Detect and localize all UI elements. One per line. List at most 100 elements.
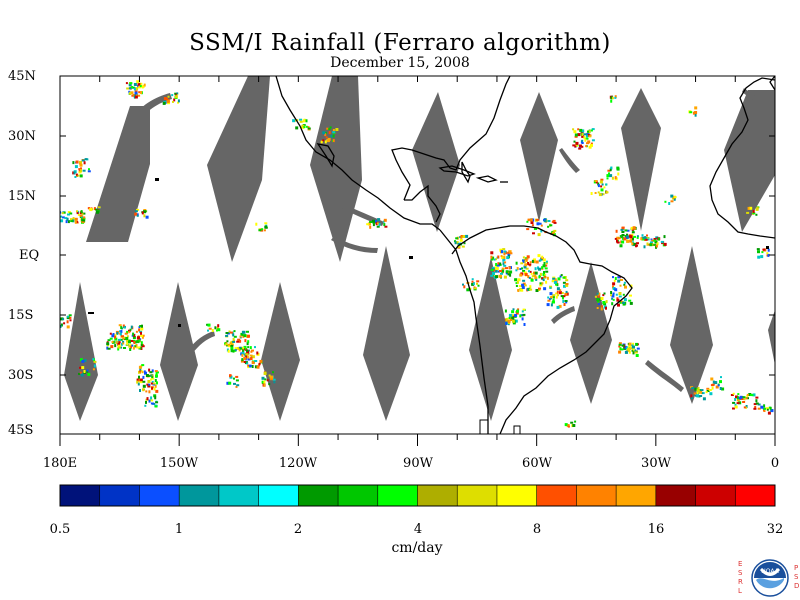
- rain-pixel: [239, 339, 242, 343]
- rain-pixel: [587, 130, 589, 133]
- rain-pixel: [235, 375, 239, 378]
- rain-pixel: [136, 340, 140, 344]
- rain-pixel: [139, 367, 142, 371]
- rain-pixel: [589, 134, 592, 137]
- rain-pixel: [138, 339, 141, 342]
- rain-pixel: [155, 401, 159, 404]
- rain-pixel: [511, 310, 515, 314]
- rain-pixel: [631, 242, 634, 246]
- lat-label-45n: 45N: [8, 69, 36, 84]
- no-data-swath: [64, 282, 98, 421]
- rain-pixel: [617, 303, 620, 307]
- rain-pixel: [89, 208, 93, 212]
- rain-pixel: [563, 295, 566, 298]
- rain-pixel: [597, 184, 600, 188]
- rain-pixel: [531, 259, 534, 263]
- rain-pixel: [618, 350, 622, 354]
- rain-pixel: [552, 219, 556, 222]
- rain-pixel: [117, 342, 121, 346]
- rain-pixel: [620, 228, 624, 231]
- rain-pixel: [515, 282, 518, 285]
- rain-pixel: [519, 268, 522, 270]
- rain-pixel: [374, 219, 377, 223]
- rain-pixel: [585, 137, 589, 140]
- rain-pixel: [542, 279, 545, 282]
- lon-label-180e: 180E: [42, 456, 78, 471]
- rain-pixel: [607, 169, 611, 172]
- rain-pixel: [138, 328, 141, 332]
- rain-pixel: [241, 353, 244, 357]
- rain-pixel: [84, 158, 88, 161]
- rain-pixel: [664, 200, 667, 203]
- lon-ticks: [59, 76, 776, 446]
- rain-pixel: [326, 127, 329, 130]
- rain-pixel: [524, 273, 528, 276]
- lon-label-30w: 30W: [641, 456, 671, 471]
- rain-pixel: [171, 94, 174, 97]
- rain-pixel: [518, 285, 522, 288]
- rain-pixel: [621, 236, 624, 240]
- rain-pixel: [270, 378, 273, 381]
- rain-pixel: [671, 197, 674, 200]
- rain-pixel: [694, 387, 697, 391]
- rain-pixel: [755, 213, 758, 216]
- rain-pixel: [623, 298, 627, 302]
- rain-pixel: [126, 330, 129, 334]
- rain-pixel: [128, 339, 131, 343]
- rain-pixel: [633, 235, 636, 238]
- rain-pixel: [378, 223, 381, 226]
- no-data-swath: [207, 76, 270, 262]
- rain-pixel: [538, 275, 541, 279]
- rain-pixel: [520, 262, 524, 265]
- rain-pixel: [618, 342, 622, 345]
- rain-pixel: [234, 347, 238, 350]
- rain-pixel: [327, 137, 331, 141]
- rain-pixel: [619, 284, 622, 287]
- rain-pixel: [241, 330, 244, 334]
- rain-pixel: [670, 194, 674, 198]
- rain-pixel: [600, 305, 603, 308]
- rain-pixel: [626, 229, 630, 232]
- rain-pixel: [594, 295, 597, 298]
- rain-pixel: [124, 332, 128, 335]
- rain-pixel: [154, 405, 158, 408]
- rain-pixel: [632, 351, 635, 355]
- rain-pixel: [523, 265, 527, 269]
- rain-pixel: [225, 334, 229, 337]
- rain-pixel: [610, 294, 613, 297]
- rain-pixel: [140, 344, 143, 347]
- logo-letter: P: [794, 564, 799, 572]
- rain-pixel: [508, 266, 511, 270]
- rain-pixel: [739, 395, 743, 399]
- rain-pixel: [588, 145, 592, 149]
- rain-pixel: [544, 264, 548, 267]
- rain-pixel: [230, 340, 234, 344]
- rain-pixel: [325, 136, 328, 139]
- rain-pixel: [565, 283, 569, 285]
- rain-pixel: [80, 210, 83, 214]
- rain-pixel: [139, 389, 141, 392]
- rain-pixel: [143, 210, 146, 214]
- no-data-swath: [520, 92, 558, 222]
- rain-pixel: [230, 344, 234, 347]
- rain-pixel: [610, 96, 613, 100]
- rain-pixel: [129, 348, 132, 351]
- rain-pixel: [573, 140, 576, 143]
- rain-pixel: [573, 130, 577, 134]
- rain-pixel: [501, 256, 505, 259]
- rain-pixel: [139, 325, 143, 327]
- rain-pixel: [74, 217, 78, 221]
- rain-pixel: [560, 295, 564, 298]
- rain-pixel: [138, 346, 141, 349]
- rain-pixel: [233, 330, 236, 333]
- rain-pixel: [650, 238, 653, 241]
- rain-pixel: [583, 136, 586, 140]
- rain-pixel: [504, 261, 507, 264]
- rain-pixel: [369, 221, 373, 223]
- rain-pixel: [601, 183, 604, 186]
- rain-pixel: [632, 348, 635, 351]
- rain-pixel: [540, 224, 543, 227]
- rain-pixel: [630, 347, 633, 350]
- rain-pixel: [596, 307, 599, 309]
- rain-pixel: [114, 344, 117, 348]
